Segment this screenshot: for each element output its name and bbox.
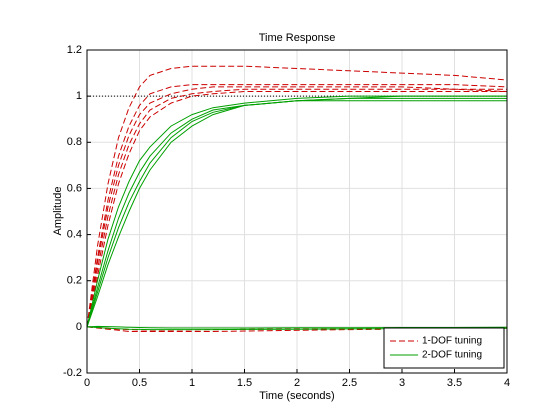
- y-axis-label: Amplitude: [52, 187, 64, 236]
- y-tick-label: 1: [76, 90, 82, 102]
- y-tick-label: 0.2: [67, 275, 82, 287]
- series-line: [86, 88, 508, 327]
- series-line: [86, 325, 508, 329]
- y-tick-label: 0.6: [67, 182, 82, 194]
- y-tick-label: 0: [76, 321, 82, 333]
- legend-box: [383, 327, 505, 369]
- series-line: [86, 86, 507, 327]
- x-tick-label: 1: [189, 377, 195, 389]
- x-tick-label: 0.5: [132, 377, 147, 389]
- y-tick-label: 0.8: [67, 136, 82, 148]
- legend-label: 1-DOF tuning: [422, 336, 482, 347]
- x-tick-label: 3.5: [447, 377, 462, 389]
- x-tick-label: 2.5: [342, 377, 357, 389]
- x-tick-label: 4: [504, 377, 510, 389]
- series-line: [86, 84, 508, 327]
- series-line: [86, 326, 508, 331]
- x-tick-label: 3: [399, 377, 405, 389]
- series-line: [86, 65, 508, 327]
- series-line: [86, 100, 507, 328]
- y-tick-label: 1.2: [67, 44, 82, 56]
- series-line: [86, 326, 508, 332]
- legend-label: 2-DOF tuning: [422, 350, 482, 361]
- series-line: [86, 91, 507, 328]
- y-tick-label: -0.2: [63, 367, 82, 379]
- x-tick-label: 2: [294, 377, 300, 389]
- x-tick-label: 0: [84, 377, 90, 389]
- series-line: [86, 95, 507, 328]
- series-line: [86, 95, 507, 328]
- y-tick-label: 0.4: [67, 228, 82, 240]
- series-line: [86, 97, 507, 328]
- chart-title: Time Response: [259, 32, 336, 44]
- x-tick-label: 1.5: [237, 377, 252, 389]
- plot-frame: [86, 49, 508, 374]
- x-axis-label: Time (seconds): [259, 390, 334, 402]
